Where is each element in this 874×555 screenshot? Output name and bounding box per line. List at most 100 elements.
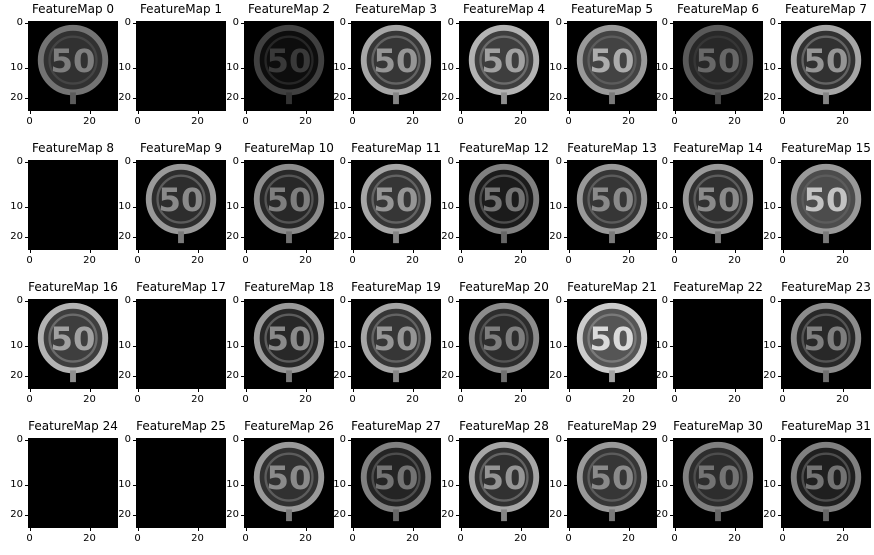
- sign-post: [609, 231, 615, 244]
- y-tick: [133, 375, 136, 377]
- y-tick-label: 20: [655, 508, 668, 520]
- sign-inner-ring: [371, 452, 421, 502]
- speed-sign-activation: 50: [576, 302, 648, 383]
- y-tick-label: 0: [447, 16, 454, 28]
- x-tick: [674, 111, 676, 114]
- speed-sign-activation: 50: [360, 24, 432, 105]
- y-tick-label: 10: [655, 339, 668, 351]
- y-tick: [25, 375, 28, 377]
- speed-sign-activation: 50: [145, 163, 217, 244]
- sign-text: 50: [374, 320, 419, 358]
- sign-ring: [468, 163, 540, 235]
- y-tick: [778, 67, 781, 69]
- feature-map-image: 50: [28, 21, 118, 111]
- y-tick-label: 0: [339, 294, 346, 306]
- y-tick: [241, 439, 244, 441]
- y-tick: [25, 514, 28, 516]
- y-tick: [564, 300, 567, 302]
- x-tick: [29, 111, 31, 114]
- x-tick: [520, 528, 522, 531]
- sign-post: [286, 92, 292, 105]
- x-tick: [137, 111, 139, 114]
- feature-map-title: FeatureMap 11: [351, 141, 441, 155]
- x-tick-label: 20: [836, 116, 849, 127]
- y-tick: [241, 514, 244, 516]
- y-tick-label: 0: [16, 294, 23, 306]
- y-tick-label: 10: [10, 200, 23, 212]
- sign-text: 50: [51, 320, 96, 358]
- y-tick-label: 20: [549, 508, 562, 520]
- x-tick-label: 0: [457, 533, 464, 544]
- sign-inner-ring: [371, 174, 421, 224]
- y-tick: [564, 514, 567, 516]
- feature-map-image: [136, 21, 226, 111]
- x-tick-label: 20: [514, 255, 527, 266]
- y-tick: [564, 439, 567, 441]
- x-tick: [734, 389, 736, 392]
- sign-ring: [360, 302, 432, 374]
- feature-map-panel: FeatureMap 18 50 0 10 20 0 20: [226, 280, 334, 405]
- y-tick-label: 10: [441, 61, 454, 73]
- y-tick: [133, 236, 136, 238]
- y-tick-label: 20: [441, 230, 454, 242]
- y-tick: [670, 345, 673, 347]
- y-tick: [670, 67, 673, 69]
- sign-text: 50: [482, 459, 527, 497]
- speed-sign-activation: 50: [360, 441, 432, 522]
- y-tick: [670, 236, 673, 238]
- feature-map-title: FeatureMap 9: [139, 141, 223, 155]
- y-tick: [348, 22, 351, 24]
- feature-map-title: FeatureMap 16: [28, 280, 118, 294]
- x-tick-label: 0: [671, 255, 678, 266]
- x-tick-label: 0: [565, 533, 572, 544]
- y-tick: [670, 97, 673, 99]
- x-tick: [245, 250, 247, 253]
- x-tick-label: 20: [83, 394, 96, 405]
- feature-map-panel: FeatureMap 17 0 10 20 0 20: [118, 280, 226, 405]
- y-tick: [133, 161, 136, 163]
- sign-ring: [682, 441, 754, 513]
- feature-map-title: FeatureMap 17: [136, 280, 226, 294]
- speed-sign-activation: 50: [253, 441, 325, 522]
- sign-ring: [145, 163, 217, 235]
- y-tick-label: 20: [763, 230, 776, 242]
- y-tick-label: 10: [333, 478, 346, 490]
- y-tick-label: 10: [333, 61, 346, 73]
- y-tick: [778, 484, 781, 486]
- feature-map-image: [28, 160, 118, 250]
- y-tick: [133, 97, 136, 99]
- feature-map-title: FeatureMap 29: [567, 419, 657, 433]
- feature-map-image: 50: [567, 21, 657, 111]
- x-tick: [568, 389, 570, 392]
- y-tick: [564, 206, 567, 208]
- y-tick-label: 20: [441, 369, 454, 381]
- x-tick: [29, 250, 31, 253]
- feature-map-image: 50: [673, 438, 763, 528]
- sign-inner-ring: [801, 174, 851, 224]
- x-tick: [197, 250, 199, 253]
- sign-text: 50: [804, 181, 849, 219]
- x-tick: [674, 528, 676, 531]
- y-tick: [348, 439, 351, 441]
- x-tick-label: 0: [779, 116, 786, 127]
- x-tick-label: 0: [26, 394, 33, 405]
- x-tick-label: 20: [406, 394, 419, 405]
- x-tick: [520, 250, 522, 253]
- sign-text: 50: [482, 42, 527, 80]
- x-tick-label: 0: [134, 533, 141, 544]
- feature-map-panel: FeatureMap 6 50 0 10 20 0 20: [655, 2, 763, 127]
- x-tick-label: 20: [83, 255, 96, 266]
- feature-map-panel: FeatureMap 12 50 0 10 20 0 20: [441, 141, 549, 266]
- y-tick: [241, 206, 244, 208]
- sign-ring: [682, 163, 754, 235]
- feature-map-title: FeatureMap 30: [673, 419, 763, 433]
- y-tick-label: 20: [226, 508, 239, 520]
- x-tick-label: 20: [299, 533, 312, 544]
- speed-sign-activation: 50: [576, 441, 648, 522]
- y-tick: [670, 206, 673, 208]
- sign-inner-ring: [156, 174, 206, 224]
- sign-inner-ring: [587, 35, 637, 85]
- y-tick: [348, 161, 351, 163]
- x-tick-label: 0: [779, 394, 786, 405]
- y-tick-label: 20: [763, 91, 776, 103]
